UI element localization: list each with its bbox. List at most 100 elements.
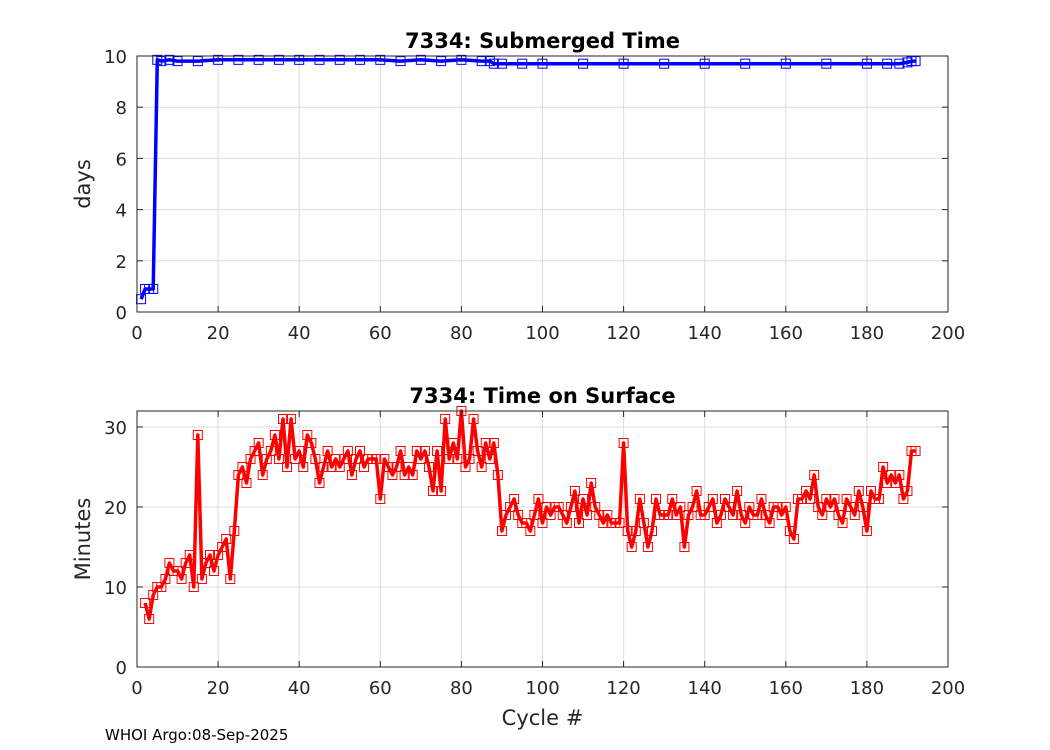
data-point (273, 454, 284, 464)
data-point (314, 478, 325, 488)
data-point (837, 518, 848, 528)
footer-label: WHOI Argo:08-Sep-2025 (105, 726, 288, 744)
data-point (375, 54, 386, 65)
data-point (687, 502, 698, 512)
data-point (294, 54, 305, 65)
data-point (184, 550, 195, 560)
data-point (902, 486, 913, 496)
x-axis-label: Cycle # (502, 706, 584, 730)
data-point (448, 438, 459, 448)
data-point (634, 494, 645, 504)
data-point (375, 494, 386, 504)
data-point (707, 494, 718, 504)
x-tick-label: 40 (288, 678, 311, 699)
x-tick-label: 200 (931, 323, 965, 344)
data-point (436, 56, 447, 67)
x-tick-label: 20 (207, 678, 230, 699)
y-tick-label: 20 (104, 498, 127, 519)
data-point (614, 518, 625, 528)
data-point (537, 518, 548, 528)
data-point (646, 526, 657, 536)
data-point (496, 58, 507, 69)
data-point (294, 446, 305, 456)
data-point (817, 510, 828, 520)
data-point (894, 58, 905, 69)
x-tick-label: 20 (207, 323, 230, 344)
data-point (651, 494, 662, 504)
chart-title: 7334: Time on Surface (409, 384, 675, 408)
data-point (638, 518, 649, 528)
x-tick-label: 100 (525, 678, 559, 699)
data-point (573, 518, 584, 528)
y-tick-label: 30 (104, 418, 127, 439)
data-point (529, 510, 540, 520)
data-point (456, 54, 467, 65)
data-point (253, 438, 264, 448)
x-tick-label: 80 (450, 323, 473, 344)
data-point (582, 510, 593, 520)
data-point (663, 510, 674, 520)
data-point (509, 494, 520, 504)
data-point (188, 582, 199, 592)
y-tick-label: 0 (116, 658, 127, 679)
data-point (428, 486, 439, 496)
data-point (440, 414, 451, 424)
data-point (878, 462, 889, 472)
data-point (764, 518, 775, 528)
x-tick-label: 160 (769, 678, 803, 699)
data-point (691, 486, 702, 496)
y-tick-label: 8 (116, 98, 127, 119)
data-point (659, 58, 670, 69)
data-point (578, 494, 589, 504)
data-point (476, 56, 487, 67)
data-point (484, 454, 495, 464)
y-axis-label: days (71, 159, 95, 209)
x-tick-label: 0 (131, 678, 142, 699)
x-tick-label: 100 (525, 323, 559, 344)
data-point (679, 542, 690, 552)
data-point (346, 470, 357, 480)
data-point (436, 486, 447, 496)
y-tick-label: 4 (116, 201, 127, 222)
data-point (492, 470, 503, 480)
x-tick-label: 140 (688, 678, 722, 699)
data-point (740, 58, 751, 69)
series-line (143, 409, 916, 621)
x-tick-label: 160 (769, 323, 803, 344)
data-point (667, 494, 678, 504)
data-point (395, 56, 406, 67)
x-tick-label: 80 (450, 678, 473, 699)
y-tick-label: 0 (116, 303, 127, 324)
data-point (626, 542, 637, 552)
data-point (334, 54, 345, 65)
data-point (140, 598, 151, 608)
data-point (164, 54, 175, 65)
y-tick-label: 6 (116, 149, 127, 170)
data-point (821, 58, 832, 69)
data-point (192, 430, 203, 440)
data-point (286, 414, 297, 424)
data-point (160, 574, 171, 584)
x-tick-label: 60 (369, 323, 392, 344)
x-tick-label: 140 (688, 323, 722, 344)
data-point (196, 574, 207, 584)
data-point (464, 454, 475, 464)
data-point (476, 462, 487, 472)
data-point (314, 54, 325, 65)
data-point (809, 470, 820, 480)
data-point (740, 518, 751, 528)
data-point (144, 614, 155, 624)
x-tick-label: 0 (131, 323, 142, 344)
data-point (371, 454, 382, 464)
chart-title: 7334: Submerged Time (405, 29, 680, 53)
data-point (496, 526, 507, 536)
data-point (857, 502, 868, 512)
data-point (176, 574, 187, 584)
data-point (488, 438, 499, 448)
x-tick-label: 60 (369, 678, 392, 699)
data-point (444, 454, 455, 464)
data-point (728, 510, 739, 520)
data-point (209, 566, 220, 576)
data-point (849, 510, 860, 520)
